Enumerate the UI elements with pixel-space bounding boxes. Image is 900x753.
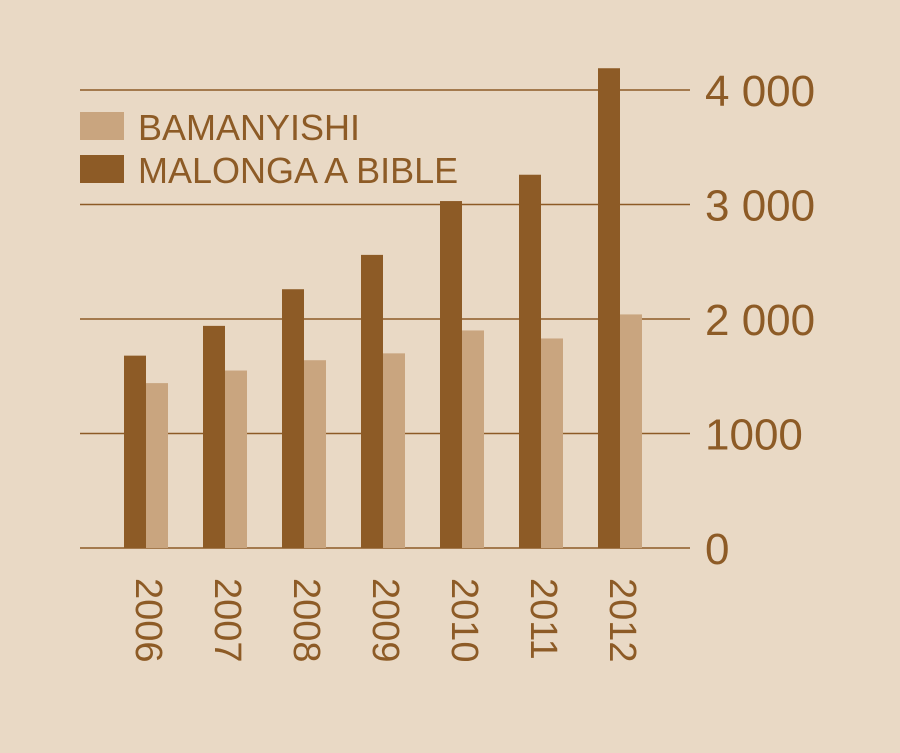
y-tick-label: 2 000	[705, 296, 815, 345]
bar-malonga-a-bible-2007	[203, 325, 225, 548]
x-tick-label: 2010	[443, 578, 485, 663]
bar-bamanyishi-2009	[383, 353, 405, 548]
y-tick-label: 1000	[705, 411, 803, 460]
bar-bamanyishi-2011	[541, 338, 563, 548]
x-axis-ticks: 2006 2007 2008 2009 2010 2011 2012	[127, 578, 643, 663]
bar-bamanyishi-2006	[146, 383, 168, 548]
y-tick-label: 3 000	[705, 182, 815, 231]
bar-malonga-a-bible-2011	[519, 174, 541, 549]
legend-label: BAMANYISHI	[138, 107, 360, 148]
legend-swatch	[80, 112, 124, 140]
legend-swatch	[80, 155, 124, 183]
bar-bamanyishi-2007	[225, 370, 247, 548]
bar-bamanyishi-2012	[620, 314, 642, 548]
y-tick-label: 4 000	[705, 67, 815, 116]
y-axis-ticks: 0 1000 2 000 3 000 4 000	[705, 67, 815, 574]
x-tick-label: 2009	[364, 578, 406, 663]
bar-malonga-a-bible-2012	[598, 68, 620, 549]
x-tick-label: 2012	[601, 578, 643, 663]
x-tick-label: 2007	[206, 578, 248, 663]
y-tick-label: 0	[705, 525, 729, 574]
bars	[124, 68, 642, 549]
bar-malonga-a-bible-2008	[282, 289, 304, 548]
bar-malonga-a-bible-2010	[440, 201, 462, 548]
bar-malonga-a-bible-2006	[124, 355, 146, 548]
legend-label: MALONGA A BIBLE	[138, 150, 458, 191]
gridlines	[80, 89, 690, 549]
x-tick-label: 2011	[522, 578, 564, 660]
bar-malonga-a-bible-2009	[361, 254, 383, 548]
x-tick-label: 2008	[285, 578, 327, 663]
bar-bamanyishi-2010	[462, 330, 484, 548]
bar-bamanyishi-2008	[304, 360, 326, 548]
x-tick-label: 2006	[127, 578, 169, 663]
